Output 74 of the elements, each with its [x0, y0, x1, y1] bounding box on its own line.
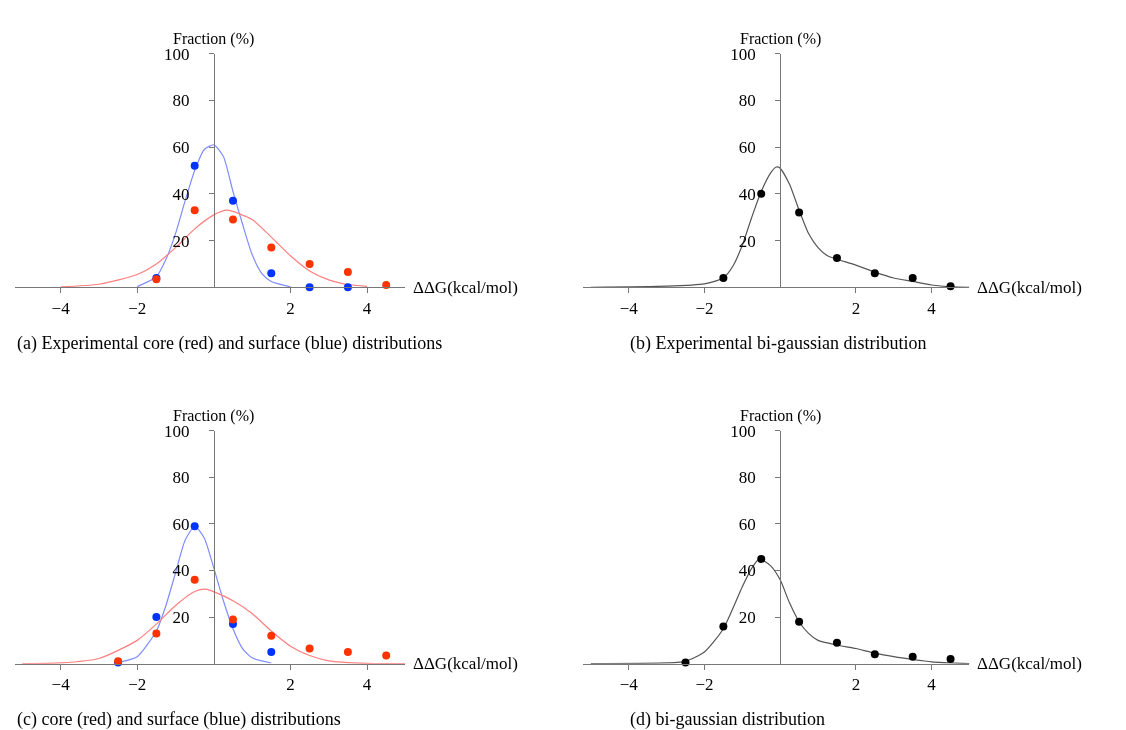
- x-axis-title: ΔΔG(kcal/mol): [413, 278, 518, 297]
- x-tick-label: 4: [927, 675, 937, 695]
- text: (b) Experimental bi-gaussian distribution: [630, 333, 927, 354]
- x-tick-label: −2: [128, 298, 147, 318]
- point: [832, 254, 841, 263]
- point: [719, 622, 728, 631]
- point: [343, 283, 352, 292]
- point: [305, 644, 314, 653]
- x-tick-label: 2: [286, 675, 295, 695]
- point: [267, 243, 276, 252]
- line-series: [136, 144, 292, 288]
- y-tick-label: 60: [172, 514, 190, 534]
- y-tick-label: 20: [738, 231, 756, 251]
- point: [305, 259, 314, 268]
- point: [719, 273, 728, 282]
- point: [267, 648, 276, 657]
- point: [382, 651, 391, 660]
- y-tick-label: 40: [738, 184, 756, 204]
- point: [757, 554, 766, 563]
- y-tick-label: 60: [738, 514, 756, 534]
- point: [267, 631, 276, 640]
- point: [152, 613, 161, 622]
- x-tick-label: −4: [51, 675, 71, 695]
- x-tick-label: −4: [619, 675, 639, 695]
- y-tick-label: 20: [172, 608, 190, 628]
- point: [228, 215, 237, 224]
- y-tick-label: 60: [738, 138, 756, 158]
- x-tick-label: 4: [927, 298, 937, 318]
- x-tick-label: −4: [51, 298, 71, 318]
- text: (c) core (red) and surface (blue) distributions: [17, 709, 341, 730]
- y-tick-label: 40: [172, 561, 190, 581]
- x-axis-title: ΔΔG(kcal/mol): [977, 654, 1082, 673]
- point: [946, 655, 955, 664]
- point: [190, 206, 199, 215]
- x-tick-label: −2: [695, 298, 714, 318]
- text: (d) bi-gaussian distribution: [630, 709, 825, 730]
- x-tick-label: 2: [286, 298, 295, 318]
- point: [190, 161, 199, 170]
- point: [228, 196, 237, 205]
- y-tick-label: 40: [172, 184, 190, 204]
- x-tick-label: 4: [362, 675, 372, 695]
- point: [190, 575, 199, 584]
- x-tick-label: 2: [851, 298, 861, 318]
- point: [757, 189, 766, 198]
- y-tick-label: 20: [172, 231, 190, 251]
- point: [152, 629, 161, 638]
- x-axis-title: ΔΔG(kcal/mol): [413, 654, 518, 673]
- point: [343, 268, 352, 277]
- text: (a) Experimental core (red) and surface (blue) distributions: [17, 333, 443, 354]
- point: [343, 648, 352, 657]
- x-tick-label: −4: [619, 298, 639, 318]
- point: [832, 638, 841, 647]
- x-axis-title: ΔΔG(kcal/mol): [977, 278, 1082, 297]
- y-tick-label: 20: [738, 608, 756, 628]
- point: [190, 522, 199, 531]
- point: [795, 208, 804, 217]
- point: [870, 269, 879, 278]
- point: [795, 617, 804, 626]
- x-tick-label: 4: [362, 298, 372, 318]
- point: [267, 269, 276, 278]
- y-tick-label: 80: [738, 468, 756, 488]
- y-tick-label: 60: [172, 138, 190, 158]
- point: [382, 280, 391, 289]
- y-tick-label: 40: [738, 561, 756, 581]
- point: [228, 615, 237, 624]
- y-tick-label: 80: [172, 468, 190, 488]
- x-tick-label: −2: [128, 675, 147, 695]
- y-tick-label: 80: [738, 91, 756, 111]
- point: [908, 273, 917, 282]
- point: [870, 650, 879, 659]
- x-tick-label: 2: [851, 675, 861, 695]
- y-tick-label: 80: [172, 91, 190, 111]
- x-tick-label: −2: [695, 675, 714, 695]
- point: [908, 652, 917, 661]
